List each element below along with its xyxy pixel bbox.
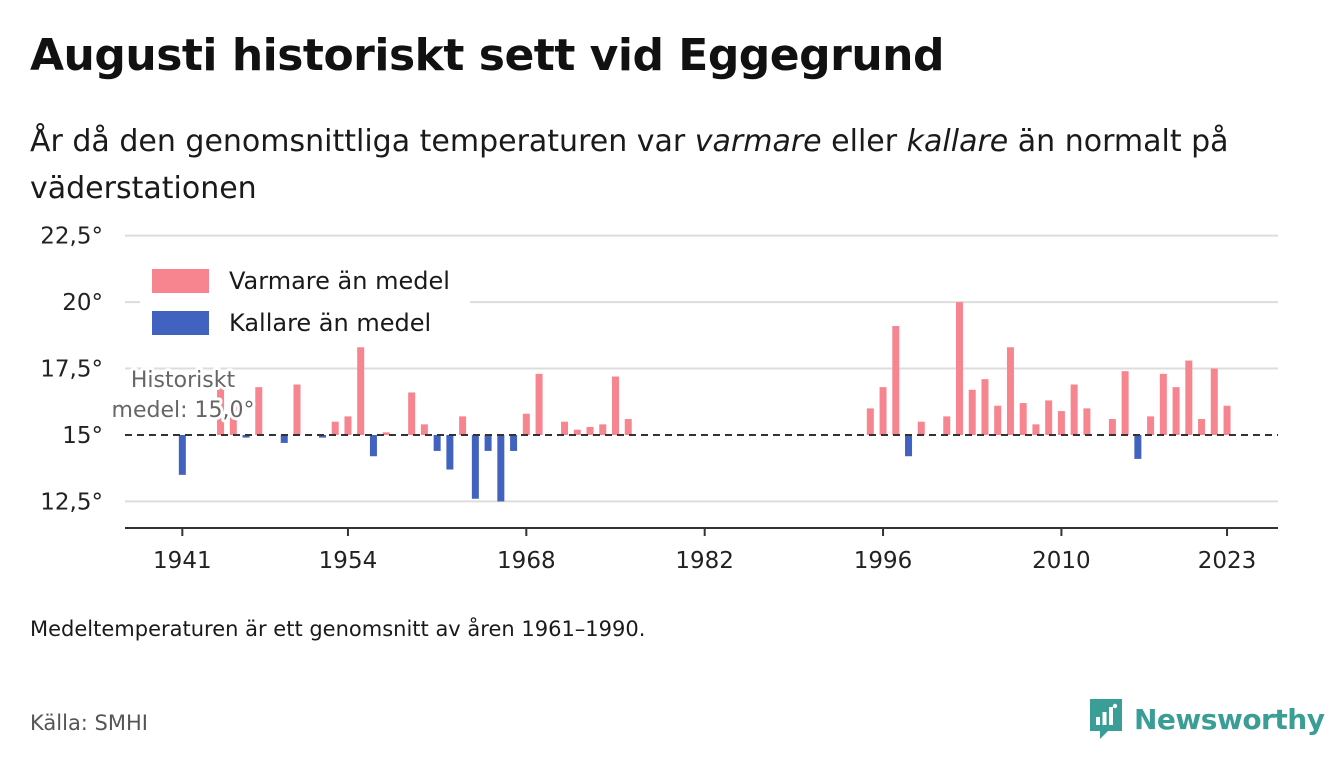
y-tick-label: 12,5° — [40, 489, 103, 515]
bar-warm — [459, 416, 467, 435]
bar-cold — [497, 434, 505, 502]
bar-warm — [879, 387, 887, 435]
bar-cold — [433, 434, 441, 451]
bar-warm — [981, 379, 989, 435]
chart-title: Augusti historiskt sett vid Eggegrund — [30, 30, 945, 81]
bar-warm — [344, 416, 352, 435]
bar-warm — [917, 421, 925, 435]
bar-warm — [1147, 416, 1155, 435]
legend-swatch — [152, 269, 209, 293]
bar-warm — [866, 408, 874, 435]
bar-warm — [1223, 405, 1231, 435]
bar-cold — [178, 434, 186, 475]
bar-warm — [994, 405, 1002, 435]
bar-warm — [255, 387, 263, 435]
bar-warm — [892, 326, 900, 435]
bar-warm — [561, 421, 569, 435]
bar-warm — [1121, 371, 1129, 435]
bar-warm — [1032, 424, 1040, 435]
y-tick-label: 15° — [62, 423, 103, 449]
legend-swatch — [152, 311, 209, 335]
bar-warm — [1083, 408, 1091, 435]
x-tick-label: 1954 — [319, 548, 378, 574]
x-tick-label: 1996 — [854, 548, 913, 574]
y-tick-label: 22,5° — [40, 225, 103, 250]
bar-warm — [1070, 384, 1078, 435]
bar-warm — [1185, 360, 1193, 435]
bar-warm — [586, 427, 594, 435]
x-tick-label: 1941 — [153, 548, 212, 574]
bar-cold — [905, 434, 913, 457]
bar-cold — [1134, 434, 1142, 459]
y-tick-label: 17,5° — [40, 357, 103, 383]
subtitle-emphasis-colder: kallare — [906, 124, 1009, 159]
baseline-annotation: Historiskt — [131, 368, 236, 393]
bar-cold — [369, 434, 377, 457]
bar-warm — [955, 302, 963, 435]
chart-subtitle: År då den genomsnittliga temperaturen va… — [30, 118, 1270, 212]
source-label: Källa: SMHI — [30, 711, 148, 735]
subtitle-text-3: än normalt på väderstationen — [30, 124, 1229, 206]
bar-warm — [420, 424, 428, 435]
brand-name: Newsworthy — [1134, 702, 1325, 736]
bar-warm — [624, 419, 632, 435]
bar-warm — [382, 432, 390, 435]
bar-warm — [331, 421, 339, 435]
subtitle-text-1: År då den genomsnittliga temperaturen va… — [30, 124, 695, 159]
bar-warm — [229, 400, 237, 435]
footnote: Medeltemperaturen är ett genomsnitt av å… — [30, 617, 646, 641]
bar-warm — [943, 416, 951, 435]
bar-warm — [1198, 419, 1206, 435]
bar-warm — [1045, 400, 1053, 435]
subtitle-emphasis-warmer: varmare — [694, 124, 822, 159]
subtitle-text-2: eller — [821, 124, 907, 159]
bar-warm — [1172, 387, 1180, 435]
bar-cold — [510, 434, 518, 451]
brand-logo[interactable]: Newsworthy — [1088, 697, 1325, 741]
bar-cold — [471, 434, 479, 499]
bar-chart: 12,5° 15° 17,5° 20° 22,5° Historiskt medel: 15… — [40, 225, 1278, 574]
bar-cold — [484, 434, 492, 451]
y-tick-label: 20° — [62, 290, 103, 316]
x-tick-label: 2010 — [1032, 548, 1091, 574]
bar-warm — [1159, 373, 1167, 435]
bar-warm — [535, 373, 543, 435]
bar-warm — [217, 384, 225, 435]
bar-warm — [408, 392, 416, 435]
bar-warm — [1210, 368, 1218, 435]
x-tick-label: 1968 — [497, 548, 556, 574]
bar-warm — [968, 389, 976, 435]
legend-label: Varmare än medel — [229, 267, 450, 295]
bar-cold — [318, 434, 326, 438]
bar-warm — [612, 376, 620, 435]
bar-warm — [522, 413, 530, 435]
bar-cold — [242, 434, 250, 438]
baseline-annotation: medel: 15,0° — [112, 398, 255, 423]
bar-warm — [1006, 347, 1014, 435]
bar-warm — [1108, 419, 1116, 435]
bar-warm — [1057, 411, 1065, 435]
bar-warm — [573, 429, 581, 435]
legend-label: Kallare än medel — [229, 309, 431, 337]
newsworthy-logo-icon — [1090, 699, 1122, 739]
bar-warm — [1019, 403, 1027, 435]
bar-cold — [280, 434, 288, 443]
bar-warm — [599, 424, 607, 435]
x-tick-label: 1982 — [675, 548, 734, 574]
bar-warm — [357, 347, 365, 435]
x-tick-label: 2023 — [1198, 548, 1257, 574]
bar-cold — [446, 434, 454, 470]
bar-warm — [293, 384, 301, 435]
